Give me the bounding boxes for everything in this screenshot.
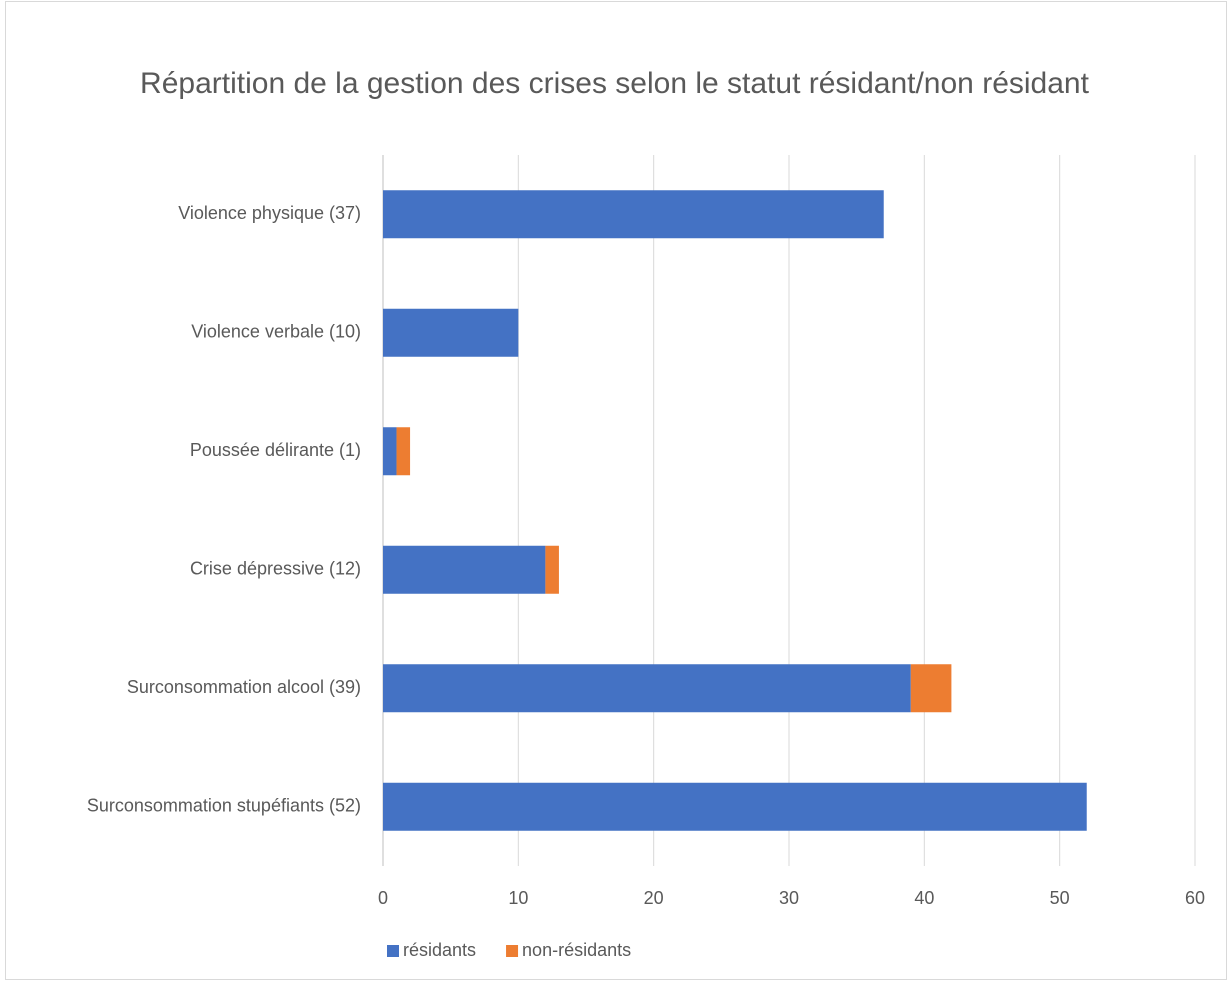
x-tick-label: 0 [378,888,388,908]
bar-segment [910,664,952,713]
bar-segment [383,308,519,357]
x-tick-label: 60 [1185,888,1205,908]
bar-segment [383,427,397,476]
x-tick-label: 10 [508,888,528,908]
bar-segment [396,427,411,476]
legend-swatch [387,945,399,957]
y-tick-label: Crise dépressive (12) [190,559,361,579]
bar-segment [383,664,911,713]
bar-segment [545,545,559,594]
bar-segment [383,190,884,239]
y-tick-label: Violence verbale (10) [191,322,361,342]
y-tick-label: Surconsommation stupéfiants (52) [87,796,361,816]
y-tick-label: Poussée délirante (1) [190,440,361,460]
legend-label: résidants [403,940,476,960]
chart-border [5,1,1227,980]
x-tick-label: 20 [644,888,664,908]
legend-label: non-résidants [522,940,631,960]
legend-swatch [506,945,519,957]
x-tick-label: 50 [1050,888,1070,908]
chart-title: Répartition de la gestion des crises sel… [140,67,1089,100]
y-tick-label: Surconsommation alcool (39) [127,677,361,697]
x-tick-label: 40 [914,888,934,908]
bar-segment [383,545,546,594]
bar-segment [383,782,1087,831]
x-tick-label: 30 [779,888,799,908]
y-tick-label: Violence physique (37) [178,203,361,223]
